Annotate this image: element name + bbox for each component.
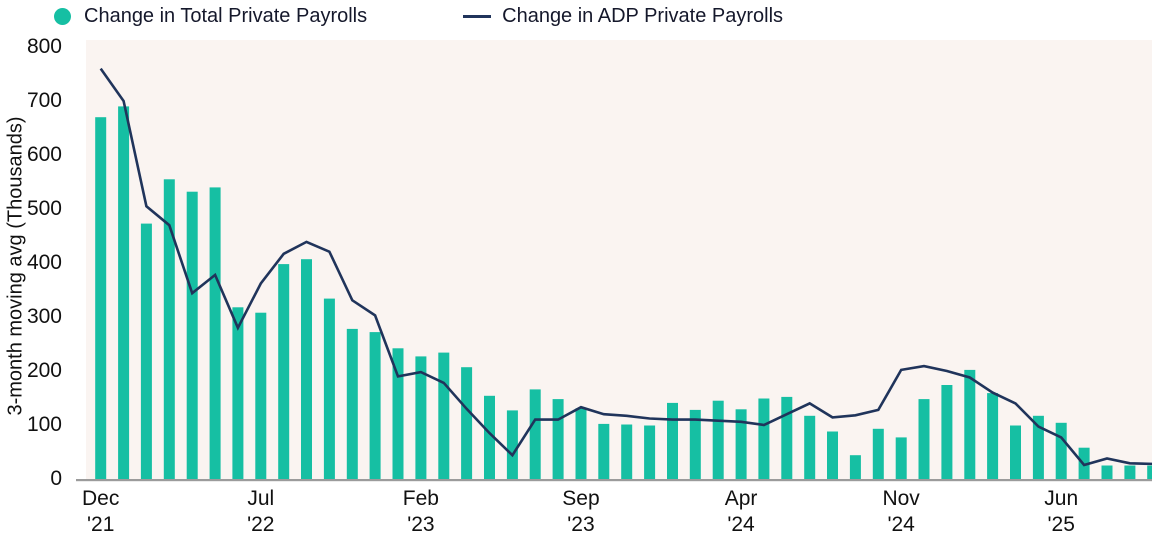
bar <box>575 408 587 479</box>
x-tick-label: Nov '24 <box>855 486 947 538</box>
bar <box>278 264 290 479</box>
bar <box>644 425 656 479</box>
x-tick-year: '24 <box>887 513 915 536</box>
bar <box>369 332 381 479</box>
adp-line <box>99 67 1152 467</box>
bar <box>804 415 816 479</box>
x-tick-month: Sep <box>562 487 600 510</box>
x-tick-year: '24 <box>727 513 755 536</box>
bar <box>987 393 999 479</box>
chart-legend: Change in Total Private Payrolls Change … <box>54 5 783 28</box>
x-tick-year: '21 <box>87 513 115 536</box>
bar <box>918 399 930 479</box>
bar <box>323 298 335 479</box>
bar <box>895 437 907 479</box>
x-tick-month: Jul <box>247 487 275 510</box>
x-tick-year: '23 <box>407 513 435 536</box>
bar <box>1055 422 1067 479</box>
bar <box>941 385 953 479</box>
x-tick-month: Jun <box>1044 487 1079 510</box>
legend-label-adp-payrolls: Change in ADP Private Payrolls <box>502 5 784 27</box>
y-tick-label: 200 <box>26 359 62 382</box>
x-tick-label: Jul '22 <box>215 486 307 538</box>
bar <box>1010 425 1021 479</box>
y-tick-label: 500 <box>26 197 62 220</box>
x-tick-year: '25 <box>1047 513 1075 536</box>
legend-line-icon <box>463 15 492 18</box>
bar <box>621 424 633 479</box>
x-tick-label: Apr '24 <box>695 486 787 538</box>
legend-item-adp-payrolls: Change in ADP Private Payrolls <box>463 5 783 28</box>
y-tick-label: 100 <box>26 413 62 436</box>
bar <box>964 369 976 479</box>
y-tick-label: 800 <box>26 35 62 58</box>
x-tick-month: Nov <box>882 487 920 510</box>
x-tick-month: Feb <box>402 487 439 510</box>
x-tick-month: Apr <box>724 487 758 510</box>
bar <box>95 117 107 479</box>
bar <box>209 187 221 479</box>
bar <box>1101 465 1113 479</box>
bar <box>415 356 427 479</box>
bar <box>232 307 244 479</box>
bar <box>506 410 518 479</box>
legend-dot-icon <box>54 8 71 25</box>
bar <box>758 398 770 479</box>
x-tick-label: Jun '25 <box>1015 486 1107 538</box>
x-tick-year: '22 <box>247 513 275 536</box>
payrolls-bars <box>95 106 1152 480</box>
bar <box>735 409 747 479</box>
bar <box>140 223 152 479</box>
bar <box>484 395 495 479</box>
bar <box>1147 465 1152 479</box>
y-tick-label: 0 <box>50 467 62 490</box>
bar <box>849 455 861 479</box>
bar <box>1032 415 1044 479</box>
y-tick-label: 600 <box>26 143 62 166</box>
x-tick-label: Dec '21 <box>55 486 147 538</box>
x-tick-label: Sep '23 <box>535 486 627 538</box>
bar <box>529 389 541 479</box>
y-tick-label: 300 <box>26 305 62 328</box>
bar <box>598 423 610 479</box>
bar <box>186 191 198 479</box>
bar <box>438 352 450 479</box>
bar <box>827 431 838 479</box>
bar <box>301 259 312 479</box>
bar <box>392 348 404 479</box>
bar <box>689 409 701 479</box>
bar <box>781 396 793 479</box>
x-tick-year: '23 <box>567 513 595 536</box>
bar <box>118 106 130 480</box>
bar <box>461 367 473 479</box>
x-tick-month: Dec <box>82 487 120 510</box>
y-tick-label: 700 <box>26 89 62 112</box>
bar <box>1124 465 1136 479</box>
bar <box>712 400 724 479</box>
x-axis-line <box>76 479 1152 482</box>
legend-label-total-payrolls: Change in Total Private Payrolls <box>84 5 368 27</box>
bar <box>163 179 175 480</box>
bar <box>255 312 267 479</box>
x-tick-label: Feb '23 <box>375 486 467 538</box>
y-tick-label: 400 <box>26 251 62 274</box>
bar <box>346 328 358 479</box>
bar <box>872 428 884 479</box>
bar <box>552 399 564 479</box>
legend-item-total-payrolls: Change in Total Private Payrolls <box>54 5 367 28</box>
bar <box>667 402 678 479</box>
